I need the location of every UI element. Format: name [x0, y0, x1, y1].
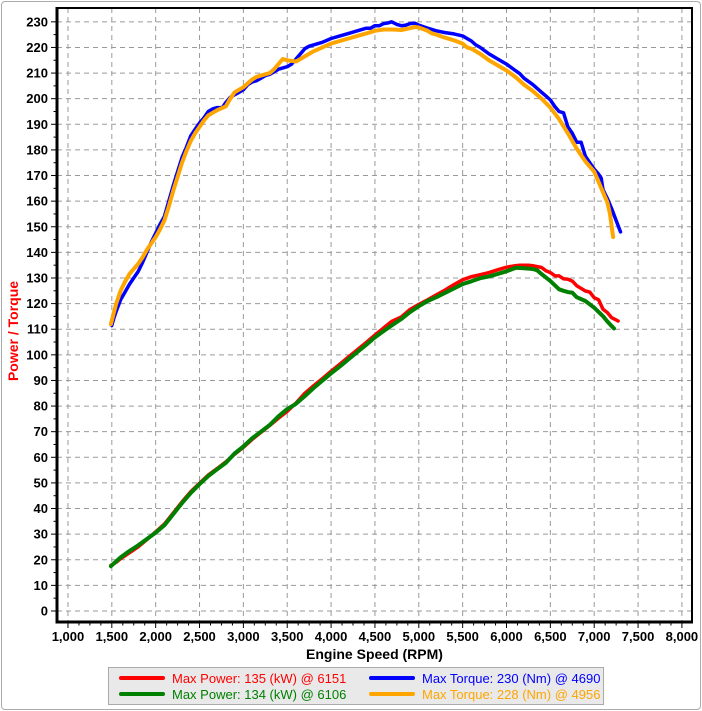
y-tick-label: 110 — [27, 322, 48, 337]
y-tick-label: 180 — [26, 142, 48, 157]
legend-swatch-power-run1 — [119, 676, 165, 680]
y-tick-label: 80 — [34, 399, 48, 414]
x-tick-label: 3,000 — [227, 629, 260, 644]
y-tick-label: 160 — [26, 194, 48, 209]
legend-label-torque-run2: Max Torque: 228 (Nm) @ 4956 — [422, 686, 601, 702]
y-axis-title: Power / Torque — [5, 280, 21, 382]
y-tick-label: 150 — [26, 219, 48, 234]
legend-item-torque-run2: Max Torque: 228 (Nm) @ 4956 — [369, 686, 603, 702]
x-tick-label: 1,500 — [96, 629, 129, 644]
y-tick-label: 230 — [26, 14, 48, 29]
x-tick-label: 4,000 — [315, 629, 348, 644]
y-tick-label: 200 — [26, 91, 48, 106]
y-tick-label: 70 — [34, 424, 48, 439]
x-tick-label: 2,500 — [183, 629, 216, 644]
series-line-torque-run2 — [108, 25, 616, 327]
legend-label-torque-run1: Max Torque: 230 (Nm) @ 4690 — [422, 670, 601, 686]
legend-swatch-torque-run1 — [369, 676, 415, 680]
y-tick-label: 40 — [34, 501, 48, 516]
y-tick-label: 120 — [26, 296, 48, 311]
x-tick-label: 8,000 — [666, 629, 699, 644]
y-tick-label: 50 — [34, 475, 48, 490]
y-tick-label: 10 — [34, 578, 48, 593]
y-tick-label: 140 — [26, 245, 48, 260]
x-tick-label: 3,500 — [271, 629, 304, 644]
x-tick-label: 1,000 — [52, 629, 85, 644]
y-tick-label: 130 — [26, 270, 48, 285]
x-tick-label: 7,000 — [578, 629, 611, 644]
x-tick-label: 6,000 — [490, 629, 523, 644]
legend-item-power-run1: Max Power: 135 (kW) @ 6151 — [119, 670, 369, 686]
y-tick-label: 190 — [26, 117, 48, 132]
series-line-power-run1 — [109, 263, 620, 568]
legend-item-torque-run1: Max Torque: 230 (Nm) @ 4690 — [369, 670, 603, 686]
legend-swatch-power-run2 — [119, 692, 165, 696]
legend-label-power-run2: Max Power: 134 (kW) @ 6106 — [172, 686, 347, 702]
x-tick-label: 6,500 — [534, 629, 567, 644]
legend-label-power-run1: Max Power: 135 (kW) @ 6151 — [172, 670, 347, 686]
y-tick-label: 170 — [26, 168, 48, 183]
y-tick-label: 100 — [26, 347, 48, 362]
y-tick-label: 220 — [26, 40, 48, 55]
series-line-power-run2 — [108, 265, 616, 569]
y-tick-label: 60 — [34, 450, 48, 465]
y-tick-label: 90 — [34, 373, 48, 388]
x-tick-label: 7,500 — [622, 629, 655, 644]
y-tick-label: 20 — [34, 552, 48, 567]
y-tick-label: 210 — [26, 66, 48, 81]
legend-swatch-torque-run2 — [369, 692, 415, 696]
series-line-torque-run1 — [110, 20, 623, 328]
x-tick-label: 2,000 — [139, 629, 172, 644]
x-axis-title: Engine Speed (RPM) — [306, 646, 443, 662]
x-tick-label: 4,500 — [359, 629, 392, 644]
y-tick-label: 0 — [41, 603, 48, 618]
legend-item-power-run2: Max Power: 134 (kW) @ 6106 — [119, 686, 369, 702]
x-tick-label: 5,000 — [403, 629, 436, 644]
y-tick-label: 30 — [34, 527, 48, 542]
legend-box: Max Power: 135 (kW) @ 6151 Max Torque: 23… — [108, 667, 604, 705]
x-tick-label: 5,500 — [446, 629, 479, 644]
